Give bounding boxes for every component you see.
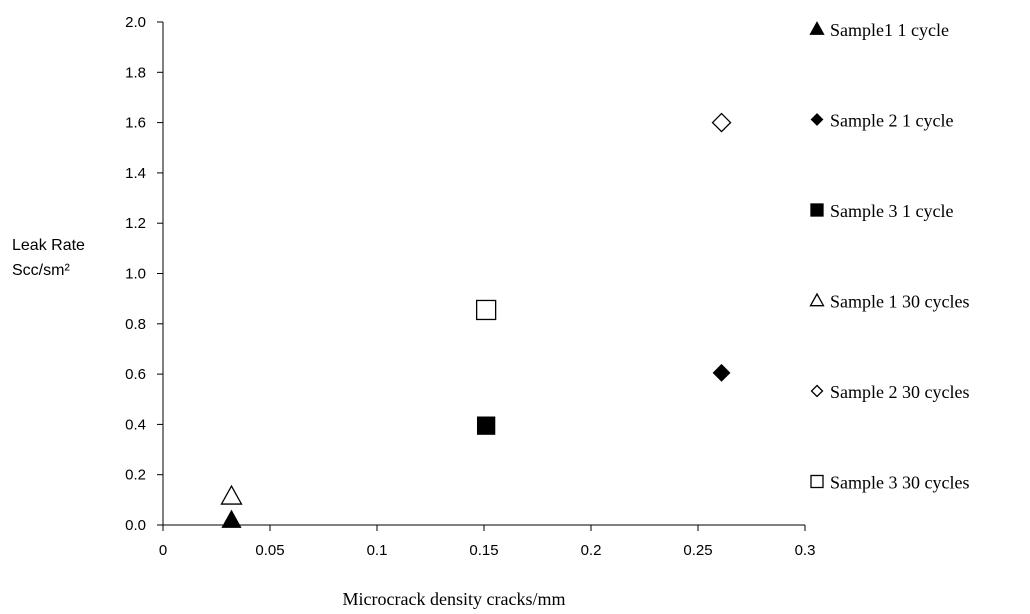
y-axis-title-line1: Leak Rate — [12, 237, 85, 254]
legend-item: Sample 3 30 cycles — [810, 473, 969, 493]
x-tick-label: 0.2 — [581, 542, 602, 559]
data-point-series-1 — [221, 509, 242, 528]
x-tick-label: 0.3 — [795, 542, 816, 559]
legend-marker — [810, 474, 824, 489]
legend-marker — [809, 21, 825, 35]
legend-label: Sample 2 1 cycle — [830, 111, 953, 131]
y-tick-label: 1.0 — [125, 266, 146, 283]
y-tick-label: 1.8 — [125, 64, 146, 81]
y-tick-label: 1.2 — [125, 215, 146, 232]
y-tick-label: 0.2 — [125, 467, 146, 484]
legend-marker — [810, 203, 824, 217]
x-tick-label: 0 — [159, 542, 167, 559]
data-point-series-4 — [220, 484, 243, 505]
x-axis-title: Microcrack density cracks/mm — [343, 589, 566, 609]
data-point-series-5 — [711, 112, 732, 133]
y-axis-title-line2: Scc/sm² — [12, 262, 70, 279]
y-tick-label: 0.4 — [125, 416, 146, 433]
legend-label: Sample 3 1 cycle — [830, 201, 953, 221]
data-point-series-6 — [475, 299, 497, 321]
data-point-series-2 — [712, 363, 731, 382]
axes — [162, 22, 805, 526]
legend-item: Sample 1 30 cycles — [809, 292, 969, 312]
legend-marker — [809, 292, 825, 307]
x-tick-label: 0.1 — [367, 542, 388, 559]
y-tick-label: 1.4 — [125, 165, 146, 182]
legend-marker — [810, 113, 824, 126]
legend-label: Sample 3 30 cycles — [830, 473, 969, 493]
legend-label: Sample 2 30 cycles — [830, 382, 969, 402]
x-tick-label: 0.15 — [469, 542, 498, 559]
data-point-series-3 — [476, 416, 496, 435]
legend-marker — [810, 384, 824, 398]
y-tick-label: 2.0 — [125, 14, 146, 31]
x-tick-label: 0.05 — [255, 542, 284, 559]
y-tick-label: 0.8 — [125, 316, 146, 333]
x-tick-label: 0.25 — [683, 542, 712, 559]
data-points — [220, 112, 732, 528]
legend-label: Sample1 1 cycle — [830, 20, 949, 40]
legend-item: Sample 3 1 cycle — [810, 201, 953, 221]
y-ticks: 0.0 0.2 0.4 0.6 0.8 1.0 1.2 1.4 1.6 1.8 2.0 — [125, 14, 163, 534]
legend-item: Sample 2 30 cycles — [810, 382, 969, 402]
x-ticks: 0 0.05 0.1 0.15 0.2 0.25 0.3 — [159, 525, 816, 559]
legend-label: Sample 1 30 cycles — [830, 292, 969, 312]
legend-item: Sample1 1 cycle — [809, 20, 949, 40]
y-tick-label: 1.6 — [125, 115, 146, 132]
legend-item: Sample 2 1 cycle — [810, 111, 953, 131]
y-tick-label: 0.6 — [125, 366, 146, 383]
y-tick-label: 0.0 — [125, 517, 146, 534]
legend: Sample1 1 cycle Sample 2 1 cycle Sample 3 … — [809, 20, 969, 493]
